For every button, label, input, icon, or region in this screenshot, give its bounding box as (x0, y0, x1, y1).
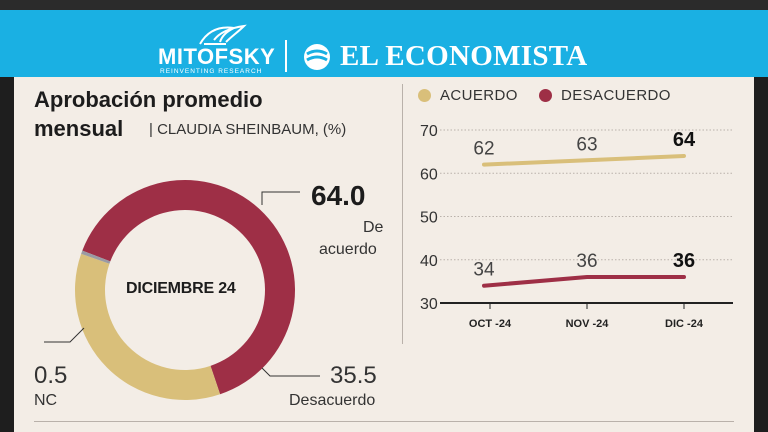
donut-slice-nc (81, 250, 111, 264)
y-tick-label: 30 (420, 296, 438, 313)
data-label: 62 (473, 139, 494, 160)
top-strip (0, 0, 768, 10)
legend-desacuerdo-swatch (539, 89, 552, 102)
x-tick-label: DIC -24 (665, 318, 704, 330)
mitofsky-tagline: REINVENTING RESEARCH (160, 68, 263, 75)
nc-value: 0.5 (34, 362, 68, 389)
chart-subtitle: | CLAUDIA SHEINBAUM, (%) (149, 121, 347, 138)
mitofsky-logo: MITOFSKY REINVENTING RESEARCH (150, 24, 275, 76)
bottom-rule (34, 421, 734, 422)
x-tick-label: OCT -24 (469, 318, 512, 330)
acuerdo-leader-line (261, 191, 300, 205)
mitofsky-wordmark: MITOFSKY (158, 44, 276, 69)
data-label: 63 (576, 134, 597, 155)
data-label: 34 (473, 260, 495, 281)
globe-icon (304, 44, 330, 70)
series-desacuerdo-line (482, 275, 686, 288)
y-tick-label: 60 (420, 166, 438, 183)
desacuerdo-leader-line (261, 367, 320, 377)
acuerdo-value: 64.0 (311, 180, 366, 211)
nc-label: NC (34, 392, 58, 409)
data-label: 36 (673, 250, 695, 272)
chart-title-line1: Aprobación promedio (34, 87, 263, 112)
desacuerdo-value: 35.5 (330, 362, 377, 389)
nc-leader-line (44, 327, 85, 343)
el-economista-logo: EL ECONOMISTA (302, 40, 622, 76)
acuerdo-label-2: acuerdo (319, 241, 377, 258)
data-label: 36 (576, 251, 597, 272)
legend-desacuerdo-label: DESACUERDO (561, 87, 671, 104)
donut-slice-de-acuerdo (82, 179, 295, 395)
chart-title-line2: mensual (34, 116, 124, 141)
panel-divider (402, 84, 403, 344)
header-bar: MITOFSKY REINVENTING RESEARCH EL ECONOMI… (0, 10, 768, 77)
x-tick-label: NOV -24 (566, 318, 610, 330)
series-acuerdo-line (482, 153, 686, 167)
donut-center-label: DICIEMBRE 24 (126, 280, 236, 297)
donut-slice-desacuerdo (75, 253, 221, 400)
legend-acuerdo-label: ACUERDO (440, 87, 518, 104)
legend-acuerdo-swatch (418, 89, 431, 102)
desacuerdo-label: Desacuerdo (289, 392, 376, 409)
y-tick-label: 70 (420, 123, 438, 140)
y-tick-label: 40 (420, 253, 438, 270)
mitofsky-bird-icon (199, 24, 247, 45)
data-label: 64 (673, 129, 696, 151)
header-divider (285, 40, 287, 72)
acuerdo-label-1: De (363, 219, 384, 236)
y-tick-label: 50 (420, 210, 438, 227)
el-economista-wordmark: EL ECONOMISTA (340, 40, 588, 72)
